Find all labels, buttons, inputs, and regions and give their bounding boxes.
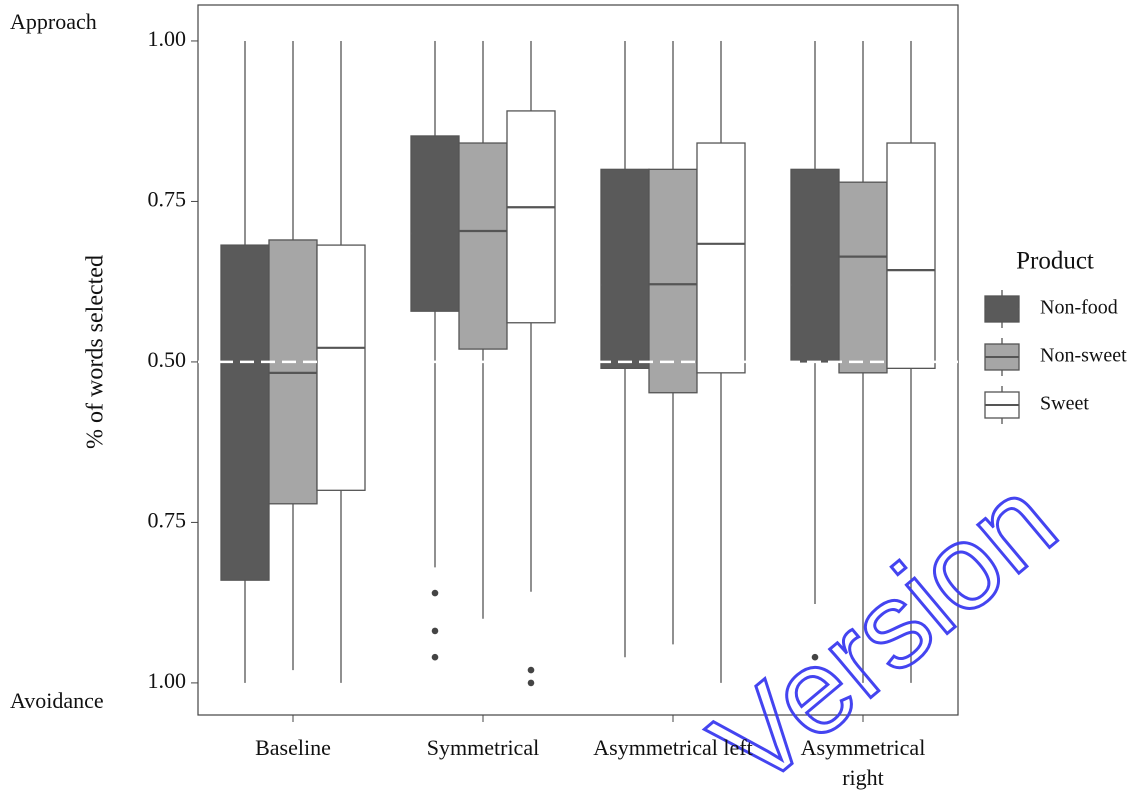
outlier — [431, 653, 439, 661]
box — [648, 168, 698, 394]
box — [790, 168, 840, 363]
legend-label: Sweet — [1040, 393, 1089, 415]
box — [316, 244, 366, 491]
box — [838, 181, 888, 374]
legend-label: Non-food — [1040, 297, 1118, 319]
y-tick-label: 0.75 — [148, 507, 187, 532]
box — [410, 135, 460, 312]
y-axis-title: % of words selected — [83, 255, 109, 449]
box — [886, 142, 936, 369]
outlier — [811, 653, 819, 661]
outlier — [431, 627, 439, 635]
x-tick-label: Asymmetrical left — [593, 735, 753, 760]
y-tick-label: 0.75 — [148, 186, 187, 211]
x-tick-label: Symmetrical — [426, 735, 540, 760]
bottom-label: Avoidance — [10, 688, 104, 713]
legend-title: Product — [1016, 248, 1094, 275]
x-tick-label: Baseline — [255, 735, 331, 760]
outlier — [527, 666, 535, 674]
outlier — [527, 679, 535, 687]
outlier — [431, 589, 439, 597]
box — [506, 110, 556, 324]
y-tick-label: 1.00 — [148, 26, 187, 51]
box — [458, 142, 508, 350]
y-tick-label: 1.00 — [148, 668, 187, 693]
y-tick-label: 0.50 — [148, 347, 187, 372]
panel — [197, 4, 959, 716]
box — [220, 244, 270, 581]
box — [696, 142, 746, 374]
legend-label: Non-sweet — [1040, 345, 1127, 367]
box — [600, 168, 650, 369]
x-tick-label: Asymmetrical right — [800, 735, 926, 790]
top-label: Approach — [10, 9, 97, 34]
